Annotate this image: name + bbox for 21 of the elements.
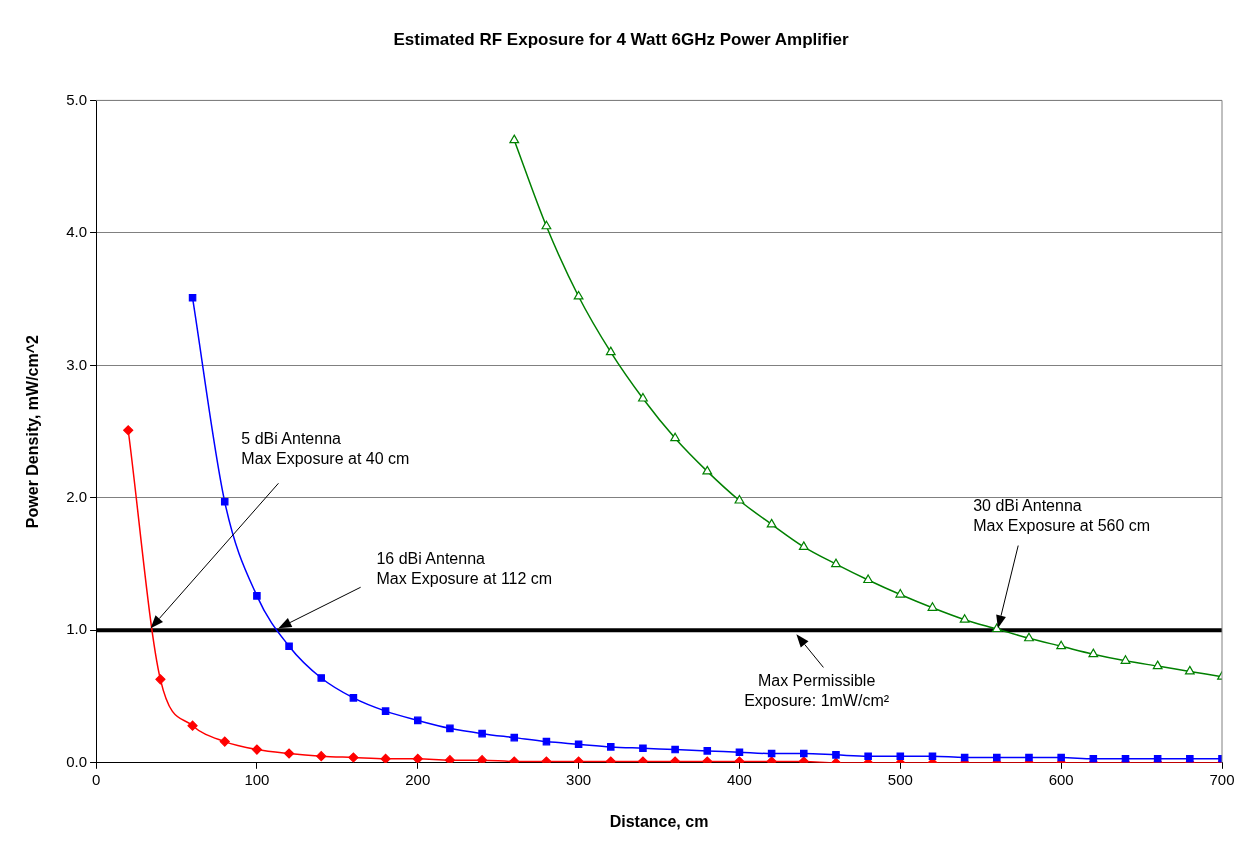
x-axis-title: Distance, cm xyxy=(609,812,709,830)
chart-title: Estimated RF Exposure for 4 Watt 6GHz Power Amplifier xyxy=(393,29,849,49)
annotation: 5 dBi Antenna Max Exposure at 40 cm xyxy=(241,428,410,469)
y-axis-title: Power Density, mW/cm^2 xyxy=(24,334,42,529)
y-tick-label: 5.0 xyxy=(66,90,88,108)
x-tick-label: 700 xyxy=(1209,770,1235,788)
annotation: 16 dBi Antenna Max Exposure at 112 cm xyxy=(376,548,553,589)
x-tick-label: 600 xyxy=(1048,770,1074,788)
annotation: 30 dBi Antenna Max Exposure at 560 cm xyxy=(973,495,1151,536)
x-tick-label: 0 xyxy=(91,770,101,788)
x-tick-label: 100 xyxy=(244,770,270,788)
x-tick-label: 300 xyxy=(566,770,592,788)
y-tick-label: 1.0 xyxy=(66,620,88,638)
y-tick-label: 3.0 xyxy=(66,355,88,373)
y-tick-label: 0.0 xyxy=(66,752,88,770)
x-tick-label: 500 xyxy=(887,770,913,788)
x-tick-label: 200 xyxy=(405,770,431,788)
x-tick-label: 400 xyxy=(726,770,752,788)
y-tick-label: 4.0 xyxy=(66,223,88,241)
y-tick-label: 2.0 xyxy=(66,487,88,505)
annotation: Max Permissible Exposure: 1mW/cm² xyxy=(744,671,890,712)
